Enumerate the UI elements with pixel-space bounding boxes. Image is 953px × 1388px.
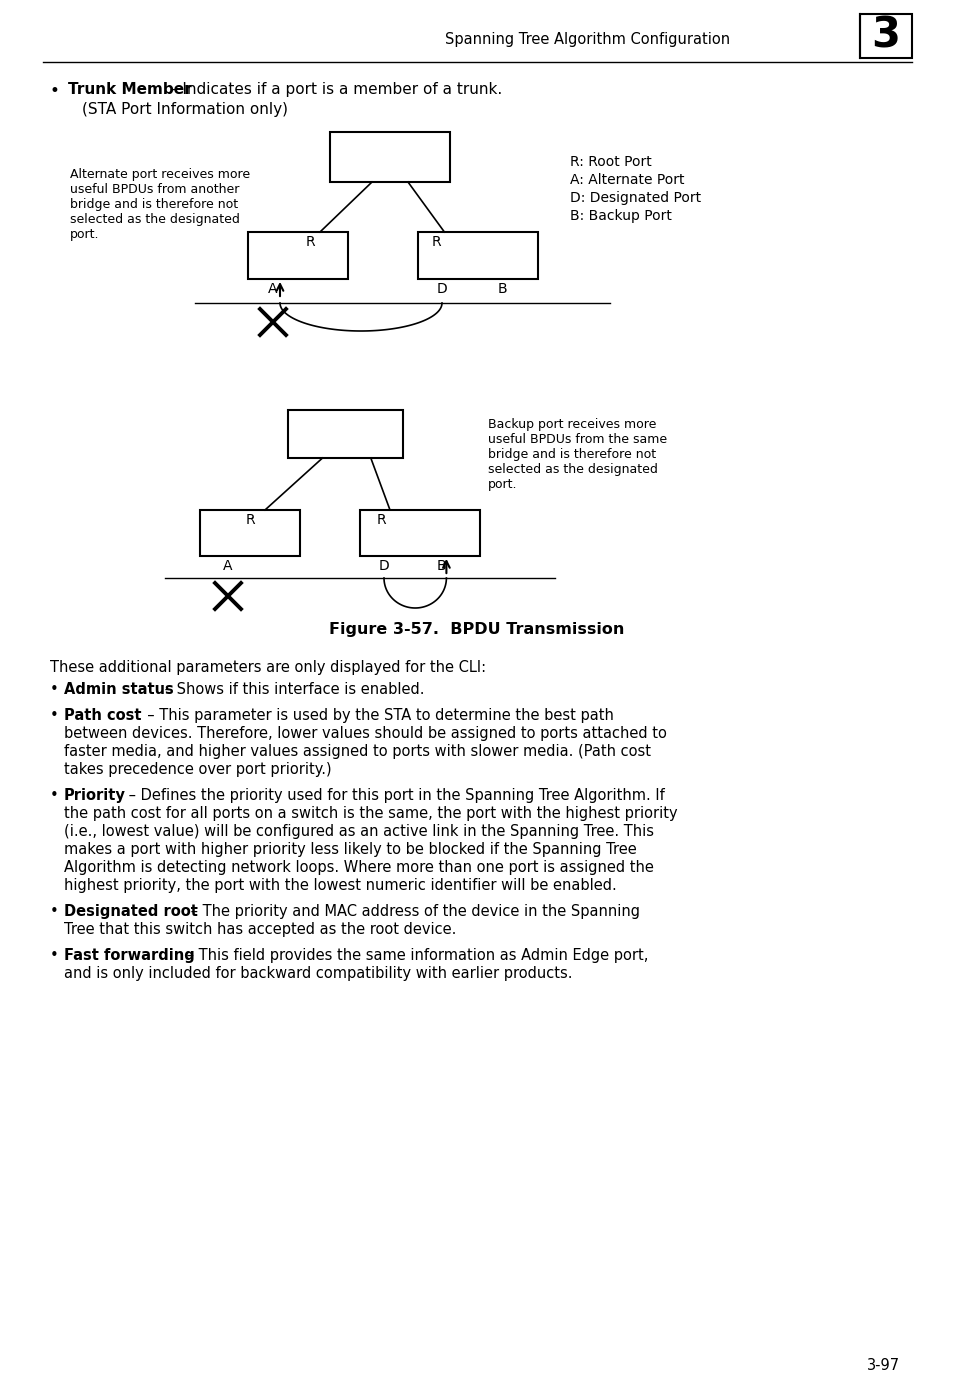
Bar [200,509,299,557]
Text: Tree that this switch has accepted as the root device.: Tree that this switch has accepted as th… [64,922,456,937]
Text: •: • [50,904,59,919]
Text: B: B [497,282,506,296]
Text: B: Backup Port: B: Backup Port [569,210,671,223]
Text: Figure 3-57.  BPDU Transmission: Figure 3-57. BPDU Transmission [329,622,624,637]
Text: B: B [436,559,446,573]
Text: – The priority and MAC address of the device in the Spanning: – The priority and MAC address of the de… [186,904,639,919]
Text: – Defines the priority used for this port in the Spanning Tree Algorithm. If: – Defines the priority used for this por… [124,788,664,804]
Text: takes precedence over port priority.): takes precedence over port priority.) [64,762,332,777]
Text: R: R [305,235,314,248]
Text: Backup port receives more
useful BPDUs from the same
bridge and is therefore not: Backup port receives more useful BPDUs f… [488,418,666,491]
Text: (STA Port Information only): (STA Port Information only) [82,101,288,117]
Text: A: A [223,559,233,573]
Text: R: Root Port: R: Root Port [569,155,651,169]
Text: Fast forwarding: Fast forwarding [64,948,194,963]
Text: (i.e., lowest value) will be configured as an active link in the Spanning Tree. : (i.e., lowest value) will be configured … [64,824,654,838]
Text: •: • [50,682,59,697]
Text: Spanning Tree Algorithm Configuration: Spanning Tree Algorithm Configuration [444,32,729,47]
Text: •: • [50,82,60,100]
Text: Path cost: Path cost [64,708,141,723]
Text: A: A [268,282,277,296]
Text: – This field provides the same information as Admin Edge port,: – This field provides the same informati… [182,948,648,963]
Bar [288,409,402,458]
Bar [417,232,537,279]
Text: R: R [431,235,440,248]
Text: and is only included for backward compatibility with earlier products.: and is only included for backward compat… [64,966,572,981]
Text: R: R [245,514,254,527]
Text: Trunk Member: Trunk Member [68,82,192,97]
Text: the path cost for all ports on a switch is the same, the port with the highest p: the path cost for all ports on a switch … [64,806,677,820]
Text: faster media, and higher values assigned to ports with slower media. (Path cost: faster media, and higher values assigned… [64,744,650,759]
Text: highest priority, the port with the lowest numeric identifier will be enabled.: highest priority, the port with the lowe… [64,879,616,892]
Text: R: R [376,514,386,527]
Text: These additional parameters are only displayed for the CLI:: These additional parameters are only dis… [50,661,486,675]
Bar [359,509,479,557]
Text: – Indicates if a port is a member of a trunk.: – Indicates if a port is a member of a t… [165,82,501,97]
Bar [859,14,911,58]
Text: makes a port with higher priority less likely to be blocked if the Spanning Tree: makes a port with higher priority less l… [64,843,636,856]
Text: – This parameter is used by the STA to determine the best path: – This parameter is used by the STA to d… [138,708,613,723]
Text: D: D [436,282,447,296]
Text: •: • [50,948,59,963]
Text: •: • [50,708,59,723]
Text: D: Designated Port: D: Designated Port [569,192,700,205]
Text: – Shows if this interface is enabled.: – Shows if this interface is enabled. [160,682,424,697]
Text: 3: 3 [871,14,900,56]
Text: A: Alternate Port: A: Alternate Port [569,174,684,187]
Text: D: D [378,559,389,573]
Text: Alternate port receives more
useful BPDUs from another
bridge and is therefore n: Alternate port receives more useful BPDU… [70,168,250,242]
Text: Admin status: Admin status [64,682,173,697]
Bar [330,132,450,182]
Text: 3-97: 3-97 [866,1357,899,1373]
Text: between devices. Therefore, lower values should be assigned to ports attached to: between devices. Therefore, lower values… [64,726,666,741]
Text: Priority: Priority [64,788,126,804]
Text: Algorithm is detecting network loops. Where more than one port is assigned the: Algorithm is detecting network loops. Wh… [64,861,653,874]
Bar [248,232,348,279]
Text: •: • [50,788,59,804]
Text: Designated root: Designated root [64,904,197,919]
